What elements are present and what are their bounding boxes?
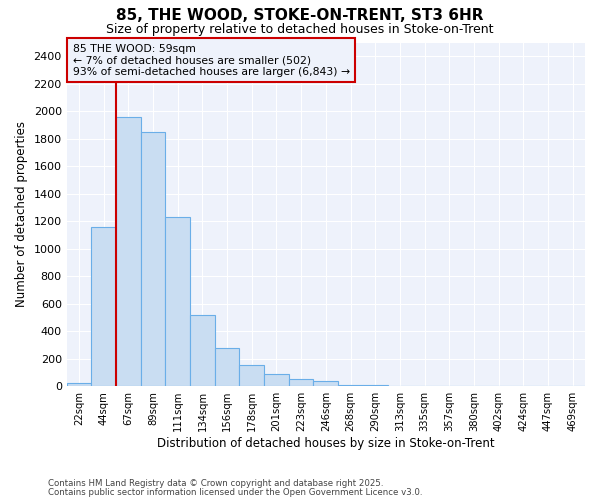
- Bar: [338, 384, 363, 386]
- Bar: [363, 385, 388, 386]
- Bar: [116, 116, 141, 386]
- Bar: [67, 383, 91, 386]
- Bar: [264, 374, 289, 386]
- Bar: [91, 226, 116, 386]
- Text: 85 THE WOOD: 59sqm
← 7% of detached houses are smaller (502)
93% of semi-detache: 85 THE WOOD: 59sqm ← 7% of detached hous…: [73, 44, 350, 77]
- Y-axis label: Number of detached properties: Number of detached properties: [15, 122, 28, 308]
- Bar: [289, 380, 313, 386]
- Bar: [313, 382, 338, 386]
- Bar: [190, 316, 215, 386]
- Bar: [141, 132, 166, 386]
- X-axis label: Distribution of detached houses by size in Stoke-on-Trent: Distribution of detached houses by size …: [157, 437, 494, 450]
- Bar: [215, 348, 239, 386]
- Text: 85, THE WOOD, STOKE-ON-TRENT, ST3 6HR: 85, THE WOOD, STOKE-ON-TRENT, ST3 6HR: [116, 8, 484, 22]
- Text: Contains HM Land Registry data © Crown copyright and database right 2025.: Contains HM Land Registry data © Crown c…: [48, 478, 383, 488]
- Bar: [166, 217, 190, 386]
- Bar: [239, 365, 264, 386]
- Text: Size of property relative to detached houses in Stoke-on-Trent: Size of property relative to detached ho…: [106, 22, 494, 36]
- Text: Contains public sector information licensed under the Open Government Licence v3: Contains public sector information licen…: [48, 488, 422, 497]
